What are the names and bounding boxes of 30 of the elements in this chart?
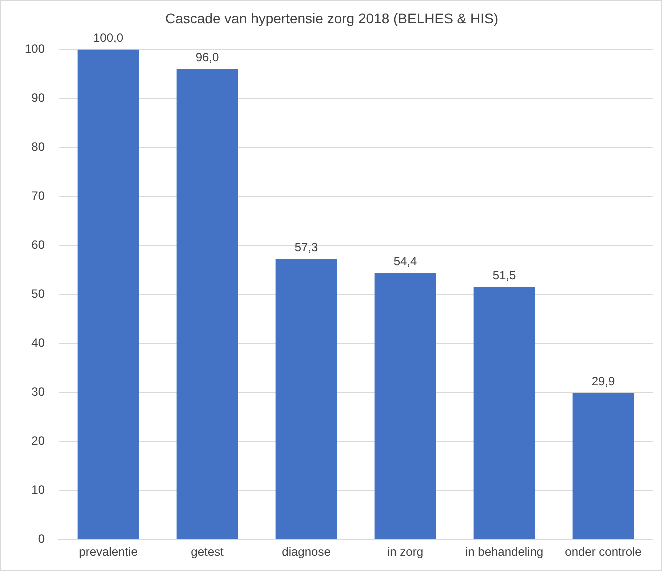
bar [78,50,140,540]
y-tick-label: 20 [32,434,46,448]
data-label: 96,0 [196,50,220,65]
x-tick-label: onder controle [565,545,642,560]
x-tick-label: in behandeling [465,545,544,560]
y-tick-label: 40 [32,336,46,350]
y-tick-label: 10 [32,482,46,497]
x-tick-label: in zorg [387,545,424,560]
x-tick-label: diagnose [282,545,332,560]
y-tick-label: 60 [32,238,46,252]
y-tick-label: 0 [38,532,46,546]
chart-title: Cascade van hypertensie zorg 2018 (BELHES & HIS) [165,10,499,26]
data-label: 29,9 [592,374,616,388]
bar [474,287,536,540]
bar [176,69,238,540]
y-tick-label: 30 [32,384,46,399]
data-label: 54,4 [394,254,418,268]
data-label: 57,3 [294,240,319,254]
bar [374,273,436,540]
y-tick-label: 90 [32,91,46,106]
bar [276,258,338,540]
y-tick-label: 70 [32,189,46,204]
y-tick-label: 50 [32,287,46,302]
bar [572,393,634,540]
y-tick-label: 100 [24,42,46,56]
data-label: 100,0 [94,31,124,46]
x-tick-label: getest [191,545,225,560]
data-label: 51,5 [492,268,517,283]
y-tick-label: 80 [32,140,46,154]
x-tick-label: prevalentie [79,545,138,560]
